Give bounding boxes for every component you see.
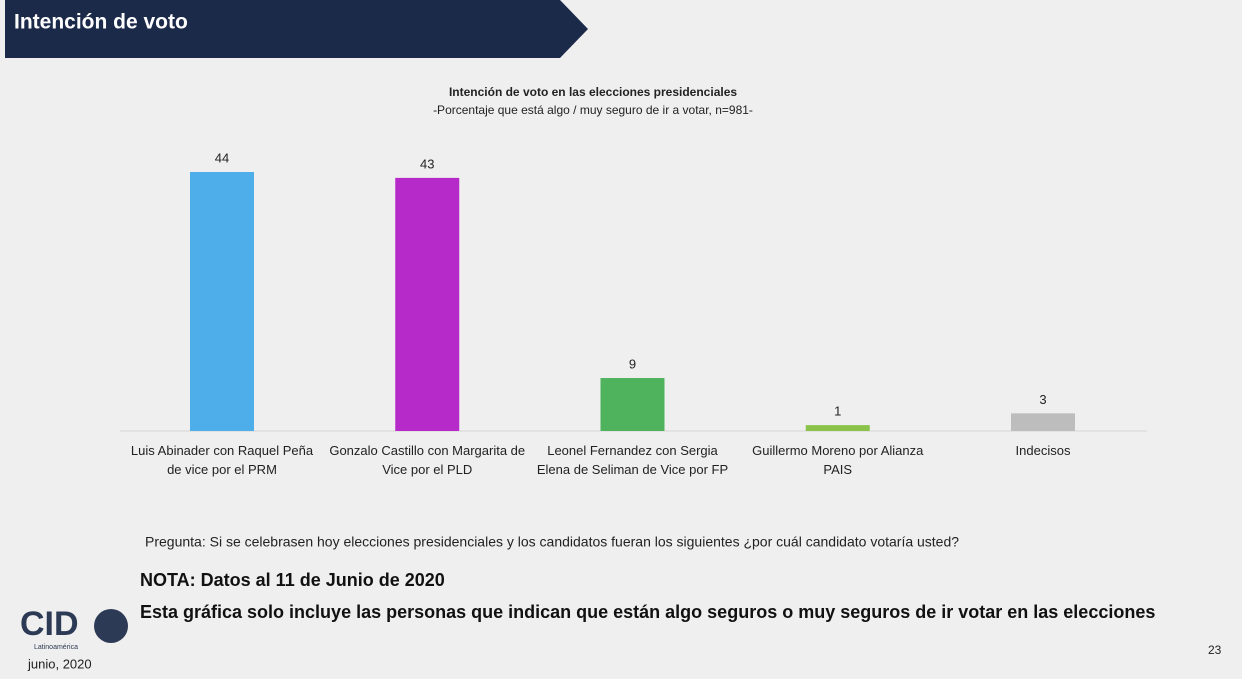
value-label: 3 — [1039, 392, 1046, 407]
x-tick-label: Indecisos — [1015, 443, 1071, 458]
note-text: Esta gráfica solo incluye las personas q… — [140, 602, 1156, 622]
note-title: NOTA: Datos al 11 de Junio de 2020 — [140, 570, 445, 590]
header-title: Intención de voto — [14, 11, 188, 34]
x-tick-label: Leonel Fernandez con Sergia Elena de Sel… — [536, 443, 729, 477]
chart-subtitle: -Porcentaje que está algo / muy seguro d… — [433, 103, 753, 117]
value-label: 44 — [215, 150, 229, 165]
header-band — [5, 0, 588, 58]
logo: CID — [20, 605, 79, 643]
page-number: 23 — [1208, 643, 1222, 657]
x-tick-label: Luis Abinader con Raquel Peña de vice po… — [130, 443, 314, 477]
bar — [600, 378, 665, 431]
question: Pregunta: Si se celebrasen hoy eleccione… — [145, 534, 959, 550]
bar — [805, 425, 870, 431]
bar — [1011, 413, 1075, 431]
bar — [190, 172, 254, 431]
chart-title: Intención de voto en las elecciones pres… — [449, 85, 737, 99]
x-tick-label: Gonzalo Castillo con Margarita de Vice p… — [329, 443, 526, 477]
value-label: 1 — [834, 404, 841, 419]
bar — [395, 177, 460, 431]
x-tick-label: Guillermo Moreno por Alianza PAIS — [752, 443, 924, 477]
logo-sub: Latinoamérica — [34, 644, 78, 651]
value-label: 43 — [420, 156, 434, 171]
logo-globe — [94, 609, 128, 643]
value-label: 9 — [629, 356, 636, 371]
date: junio, 2020 — [27, 656, 92, 671]
